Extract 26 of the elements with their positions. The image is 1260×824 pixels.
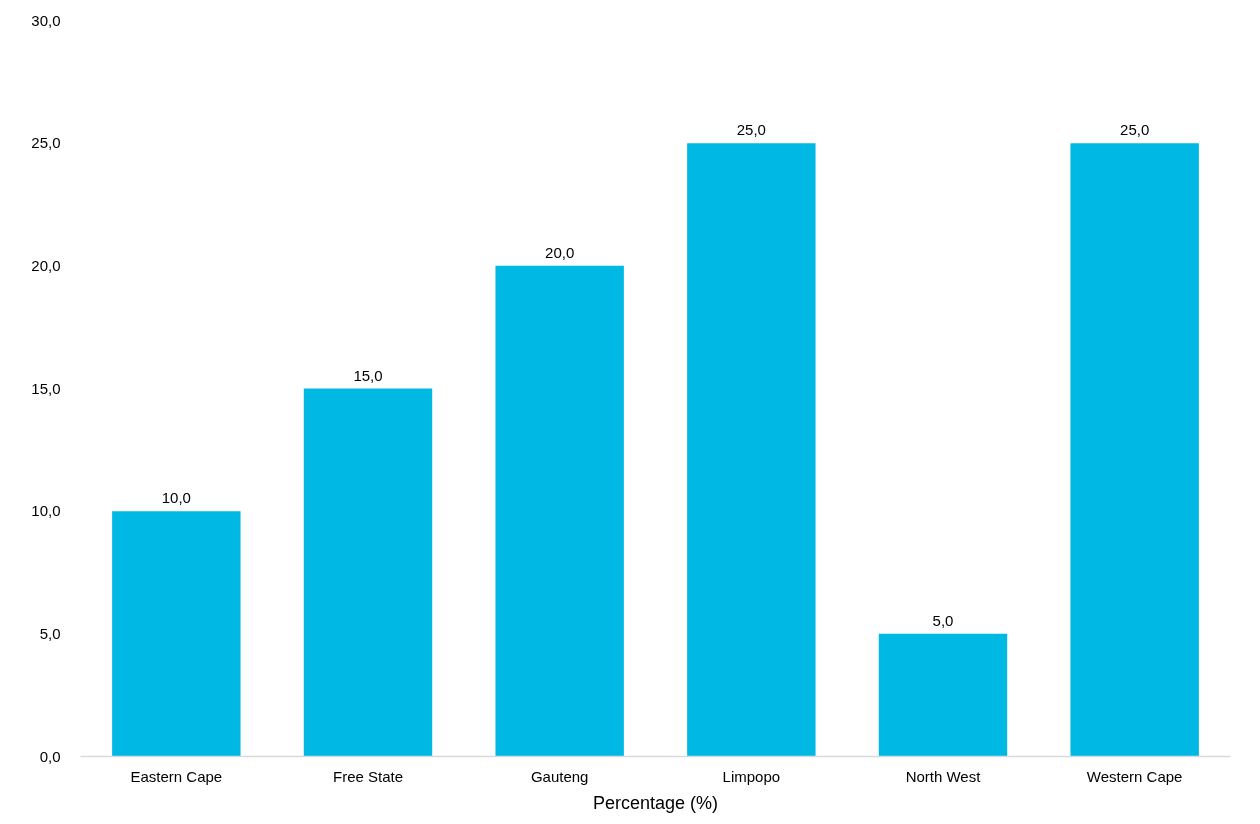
- bar: [878, 633, 1008, 757]
- data-label: 5,0: [932, 611, 954, 629]
- y-tick-label: 15,0: [31, 379, 61, 397]
- bar: [495, 265, 624, 757]
- data-label: 25,0: [1120, 121, 1150, 139]
- bar: [112, 511, 241, 757]
- data-label: 20,0: [545, 243, 575, 261]
- y-tick-label: 20,0: [31, 256, 61, 274]
- x-axis-title: Percentage (%): [592, 792, 719, 813]
- bar: [687, 143, 816, 757]
- x-tick-label: Western Cape: [1086, 767, 1183, 785]
- data-label: 15,0: [353, 366, 383, 384]
- y-tick-label: 5,0: [39, 624, 61, 642]
- x-tick-label: Eastern Cape: [130, 767, 223, 785]
- data-label: 25,0: [736, 121, 766, 139]
- x-tick-label: North West: [905, 767, 982, 785]
- bar: [303, 388, 433, 757]
- x-tick-label: Gauteng: [530, 767, 589, 785]
- x-tick-label: Free State: [332, 767, 404, 785]
- y-tick-label: 0,0: [39, 747, 61, 765]
- y-tick-label: 25,0: [31, 134, 61, 152]
- bar: [1070, 143, 1199, 757]
- data-label: 10,0: [161, 489, 191, 507]
- y-tick-label: 10,0: [31, 502, 61, 520]
- x-tick-label: Limpopo: [722, 767, 781, 785]
- y-tick-label: 30,0: [31, 11, 61, 29]
